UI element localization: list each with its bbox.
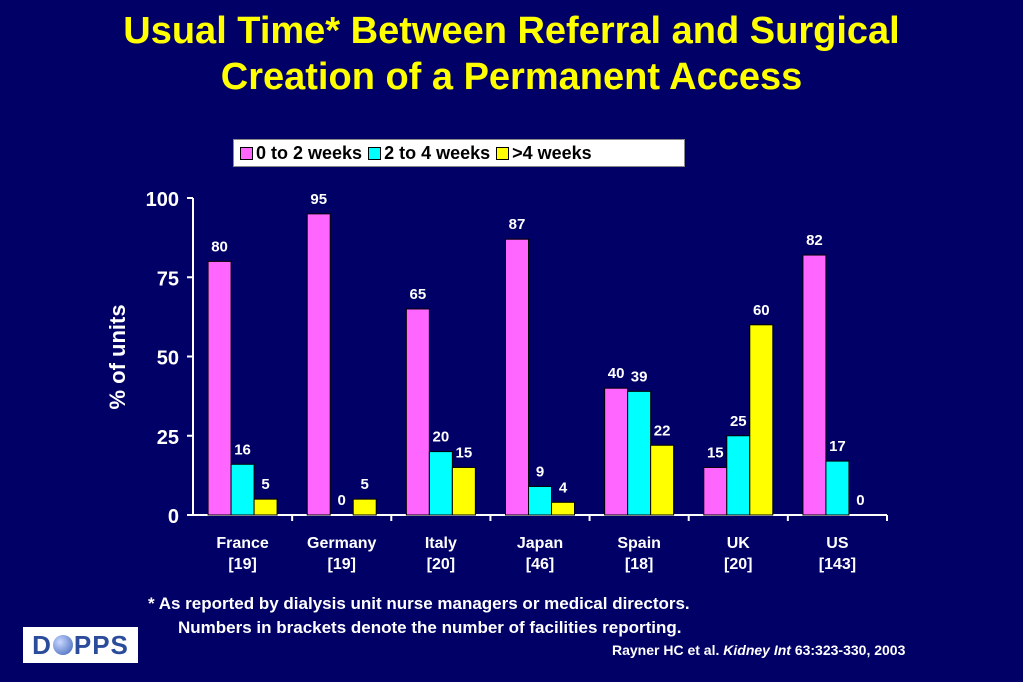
- data-label: 16: [234, 441, 251, 458]
- bar: [207, 260, 232, 516]
- x-tick-label: UK: [727, 535, 751, 552]
- y-tick-label: 50: [157, 348, 179, 370]
- footnote-line-2: Numbers in brackets denote the number of…: [178, 618, 682, 637]
- bar: [802, 254, 827, 516]
- data-label: 5: [361, 476, 369, 493]
- x-tick-label: France: [216, 535, 269, 552]
- slide-title: Usual Time* Between Referral and Surgica…: [0, 8, 1023, 100]
- x-tick-label: Germany: [307, 535, 376, 552]
- globe-icon: [52, 635, 73, 655]
- data-label: 15: [707, 444, 724, 461]
- data-label: 40: [608, 365, 625, 382]
- x-tick-label: Spain: [617, 535, 661, 552]
- title-line-1: Usual Time* Between Referral and Surgica…: [123, 10, 900, 52]
- data-label: 15: [456, 444, 473, 461]
- y-tick-label: 75: [157, 268, 179, 290]
- x-count-label: [143]: [819, 556, 856, 573]
- bar: [749, 324, 774, 516]
- data-label: 39: [631, 368, 648, 385]
- bar: [428, 451, 453, 516]
- bar: [451, 466, 476, 516]
- data-label: 82: [806, 232, 823, 249]
- data-label: 65: [410, 286, 427, 303]
- legend-swatch-cyan: [368, 146, 382, 160]
- citation-journal: Kidney Int: [723, 642, 791, 658]
- data-label: 4: [559, 479, 568, 496]
- data-label: 0: [338, 492, 346, 509]
- data-label: 9: [536, 463, 544, 480]
- plot-area: 025507510080165France[19]9505Germany[19]…: [146, 189, 888, 573]
- x-count-label: [20]: [724, 556, 752, 573]
- legend-label: 2 to 4 weeks: [384, 142, 491, 163]
- legend-label: >4 weeks: [512, 142, 592, 163]
- bar: [825, 460, 850, 516]
- logo-text-right: PPS: [73, 629, 129, 660]
- x-tick-label: Japan: [517, 535, 563, 552]
- logo-text-left: D: [32, 629, 52, 660]
- bar: [352, 498, 377, 516]
- y-tick-label: 0: [168, 506, 179, 528]
- citation-authors: Rayner HC et al.: [612, 642, 724, 658]
- legend-item-over-4-weeks: >4 weeks: [496, 143, 592, 164]
- legend-label: 0 to 2 weeks: [256, 142, 363, 163]
- footnote-line-1: * As reported by dialysis unit nurse man…: [148, 594, 690, 613]
- bar: [253, 498, 278, 516]
- data-label: 17: [829, 438, 846, 455]
- bar: [230, 463, 255, 516]
- x-tick-label: US: [826, 535, 849, 552]
- x-count-label: [19]: [228, 556, 256, 573]
- bar: [726, 435, 751, 516]
- data-label: 22: [654, 422, 671, 439]
- legend-item-2-4-weeks: 2 to 4 weeks: [368, 143, 490, 164]
- data-label: 60: [753, 302, 770, 319]
- data-label: 87: [509, 216, 526, 233]
- data-label: 95: [310, 191, 327, 208]
- x-count-label: [20]: [427, 556, 455, 573]
- x-count-label: [19]: [327, 556, 355, 573]
- data-label: 20: [433, 429, 450, 446]
- bar: [627, 390, 652, 516]
- bar: [505, 238, 529, 516]
- citation-rest: 63:323-330, 2003: [790, 642, 906, 658]
- y-tick-label: 25: [157, 427, 179, 449]
- footnote: * As reported by dialysis unit nurse man…: [148, 592, 690, 640]
- bar: [604, 387, 629, 516]
- bar: [650, 444, 675, 516]
- bar: [528, 485, 552, 516]
- x-count-label: [18]: [625, 556, 653, 573]
- bar: [405, 308, 430, 516]
- bar: [703, 466, 728, 516]
- data-label: 0: [856, 492, 864, 509]
- data-label: 80: [211, 238, 228, 255]
- y-axis-label: % of units: [105, 304, 130, 409]
- chart-legend: 0 to 2 weeks 2 to 4 weeks >4 weeks: [233, 139, 685, 167]
- dopps-logo: D PPS: [23, 627, 138, 663]
- citation: Rayner HC et al. Kidney Int 63:323-330, …: [612, 642, 905, 658]
- bar: [551, 501, 575, 516]
- data-label: 5: [261, 476, 269, 493]
- y-tick-label: 100: [146, 189, 179, 211]
- x-tick-label: Italy: [425, 535, 457, 552]
- x-count-label: [46]: [526, 556, 554, 573]
- title-line-2: Creation of a Permanent Access: [220, 56, 803, 98]
- legend-item-0-2-weeks: 0 to 2 weeks: [240, 143, 362, 164]
- legend-swatch-yellow: [496, 146, 510, 160]
- bar: [306, 213, 331, 516]
- legend-swatch-pink: [240, 146, 253, 160]
- data-label: 25: [730, 413, 747, 430]
